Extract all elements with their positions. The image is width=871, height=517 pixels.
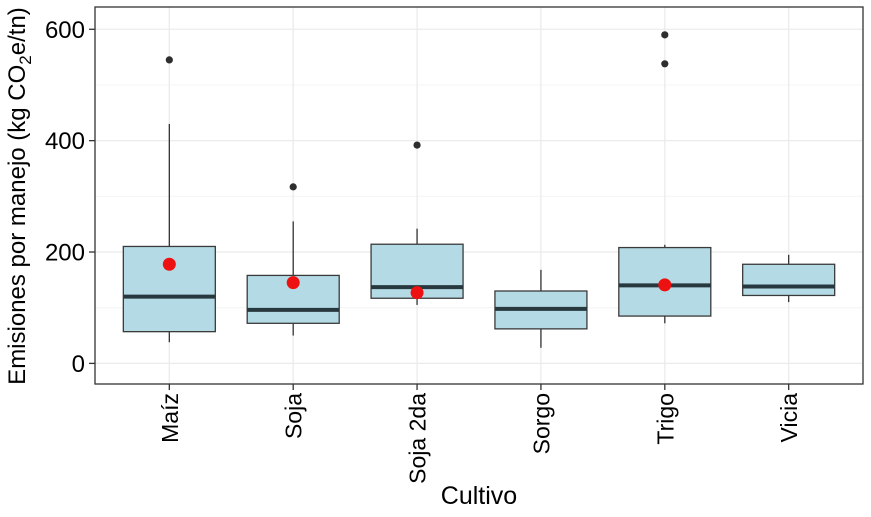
panel-border	[94, 6, 864, 385]
y-axis-title-post: e/tn)	[4, 7, 31, 55]
y-tick-label: 600	[45, 17, 85, 44]
y-axis-title: Emisiones por manejo (kg CO2e/tn)	[4, 7, 35, 385]
x-tick-label: Soja	[281, 393, 307, 439]
y-axis-title-subscript: 2	[16, 55, 35, 64]
gridlines	[95, 7, 863, 384]
outlier-point	[165, 56, 173, 64]
boxplots	[122, 31, 836, 348]
x-tick-label: Soja 2da	[405, 393, 431, 484]
y-tick-label: 200	[45, 240, 85, 267]
x-axis-title: Cultivo	[441, 482, 517, 510]
y-tick-label: 400	[45, 128, 85, 155]
outlier-point	[661, 31, 669, 39]
outlier-point	[661, 60, 669, 68]
y-axis-title-pre: Emisiones por manejo (kg CO	[4, 65, 31, 385]
outlier-point	[289, 183, 297, 191]
x-tick-label: Vicia	[776, 393, 802, 443]
x-tick-label: Sorgo	[528, 393, 554, 454]
box	[742, 263, 836, 297]
axis-ticks-and-labels: 0 200 400 600 Maíz Soja Soja 2da Sorgo Trigo Vici…	[45, 17, 802, 484]
x-tick-label: Trigo	[652, 393, 678, 445]
outlier-point	[413, 141, 421, 149]
y-tick-label: 0	[72, 351, 85, 378]
mean-point	[410, 286, 424, 300]
mean-point	[162, 257, 176, 271]
x-tick-label: Maíz	[157, 393, 183, 443]
mean-point	[658, 278, 672, 292]
mean-point	[286, 276, 300, 290]
